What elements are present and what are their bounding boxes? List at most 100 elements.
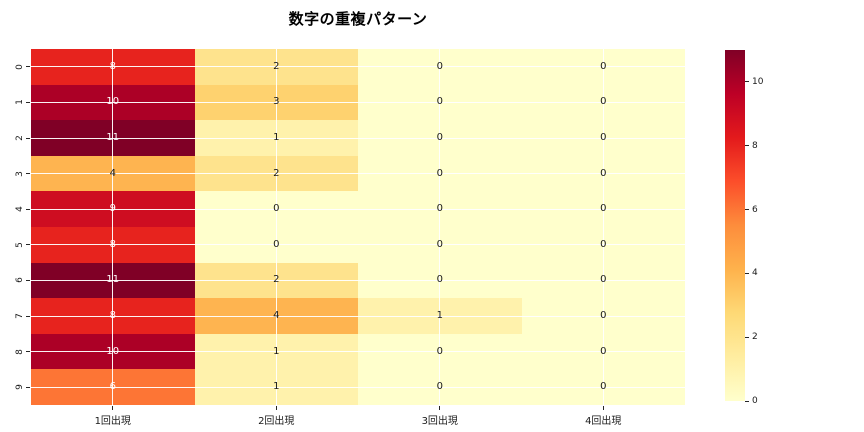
x-axis: 1回出現 2回出現 3回出現 4回出現 [31,405,685,431]
cell-value: 0 [436,96,443,108]
colorbar-tick-mark [745,400,749,402]
colorbar-tick-label: 4 [752,268,758,279]
cell-value: 2 [273,60,280,72]
colorbar-tick-mark [745,336,749,338]
gridline-horizontal [31,244,685,246]
cell-value: 0 [600,309,607,321]
heatmap-plot-area: 8 2 0 0 10 3 0 0 11 1 0 0 4 2 0 0 9 0 0 0 8 0 0 0 11 2 0 0 8 4 1 0 10 1 0 0… [31,49,685,405]
cell-value: 0 [436,381,443,393]
colorbar-tick-mark [745,209,749,211]
x-tick-mark [439,406,441,410]
cell-value: 0 [436,131,443,143]
cell-value: 0 [600,274,607,286]
gridline-vertical [439,49,441,405]
x-tick-mark [602,406,604,410]
y-tick-mark [26,101,30,103]
x-tick-label: 3回出現 [421,416,458,427]
cell-value: 10 [106,96,120,108]
y-tick-mark [26,137,30,139]
cell-value: 0 [600,96,607,108]
y-tick-mark [26,208,30,210]
cell-value: 8 [109,309,116,321]
colorbar-tick-mark [745,145,749,147]
colorbar-tick-mark [745,81,749,83]
colorbar: 0 2 4 6 8 10 [725,50,795,406]
chart-title: 数字の重複パターン [288,10,428,28]
cell-value: 8 [109,238,116,250]
cell-value: 6 [109,381,116,393]
y-tick-mark [26,315,30,317]
cell-value: 4 [273,309,280,321]
cell-value: 1 [273,381,280,393]
y-tick-mark [26,279,30,281]
gridline-horizontal [31,279,685,281]
y-tick-label: 8 [15,348,25,355]
gridline-horizontal [31,351,685,353]
colorbar-tick-label: 8 [752,140,758,151]
cell-value: 2 [273,274,280,286]
cell-value: 0 [436,167,443,179]
colorbar-tick-label: 0 [752,396,758,406]
y-tick-mark [26,66,30,68]
cell-value: 1 [273,131,280,143]
y-tick-mark [26,244,30,246]
y-tick-label: 5 [15,241,25,248]
y-tick-mark [26,351,30,353]
x-tick-label: 4回出現 [585,416,622,427]
cell-value: 0 [600,131,607,143]
x-tick-mark [112,406,114,410]
gridline-horizontal [31,66,685,68]
cell-value: 0 [600,238,607,250]
cell-value: 1 [436,309,443,321]
cell-value: 3 [273,96,280,108]
cell-value: 8 [109,60,116,72]
gridline-horizontal [31,208,685,210]
y-tick-mark [26,386,30,388]
cell-value: 0 [273,203,280,215]
x-tick-label: 1回出現 [94,416,131,427]
y-tick-label: 3 [15,170,25,177]
colorbar-tick-mark [745,272,749,274]
y-tick-label: 1 [15,99,25,106]
gridline-vertical [602,49,604,405]
y-tick-label: 2 [15,135,25,141]
x-tick-mark [275,406,277,410]
colorbar-gradient [725,50,745,401]
cell-value: 10 [106,345,120,357]
cell-value: 0 [600,345,607,357]
gridline-horizontal [31,101,685,103]
cell-value: 0 [600,60,607,72]
y-axis: 0 1 2 3 4 5 6 7 8 9 [0,49,31,405]
cell-value: 9 [109,203,116,215]
gridline-horizontal [31,137,685,139]
cell-value: 0 [436,345,443,357]
cell-value: 0 [436,274,443,286]
gridline-horizontal [31,386,685,388]
cell-value: 0 [436,238,443,250]
y-tick-label: 6 [15,277,25,284]
y-tick-label: 9 [15,384,25,391]
x-tick-label: 2回出現 [258,416,295,427]
colorbar-tick-label: 6 [752,204,758,215]
cell-value: 1 [273,345,280,357]
cell-value: 11 [106,131,120,143]
colorbar-tick-label: 10 [752,76,764,87]
gridline-horizontal [31,315,685,317]
cell-value: 4 [109,167,116,179]
cell-value: 0 [273,238,280,250]
cell-value: 2 [273,167,280,179]
cell-value: 0 [436,203,443,215]
y-tick-mark [26,173,30,175]
y-tick-label: 0 [15,63,25,70]
cell-value: 0 [600,203,607,215]
cell-value: 0 [436,60,443,72]
y-tick-label: 4 [15,206,25,213]
cell-value: 0 [600,381,607,393]
gridline-vertical [275,49,277,405]
cell-value: 11 [106,274,120,286]
gridline-horizontal [31,173,685,175]
gridline-vertical [112,49,114,405]
colorbar-tick-label: 2 [752,332,758,343]
cell-value: 0 [600,167,607,179]
